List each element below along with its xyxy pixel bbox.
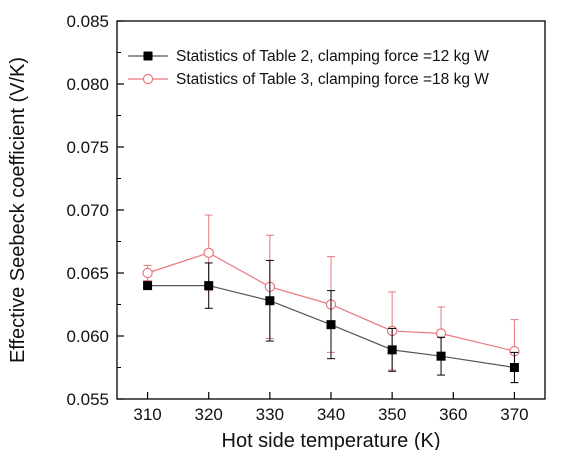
- series-1-point-3: [326, 320, 336, 330]
- x-tick-label-4: 350: [378, 405, 406, 424]
- x-tick-label-5: 360: [439, 405, 467, 424]
- series-2-point-0: [142, 267, 153, 279]
- y-tick-label-0: 0.055: [66, 390, 109, 409]
- series-2-point-5: [435, 328, 447, 339]
- y-tick-label-4: 0.075: [66, 138, 109, 157]
- legend-marker-series-2: [142, 73, 154, 85]
- legend-label-series-2: Statistics of Table 3, clamping force =1…: [176, 71, 489, 88]
- y-tick-label-2: 0.065: [66, 264, 109, 283]
- y-tick-label-3: 0.070: [66, 201, 109, 220]
- x-axis-title: Hot side temperature (K): [222, 430, 441, 450]
- legend: Statistics of Table 2, clamping force =1…: [128, 48, 489, 88]
- series-1: [143, 259, 519, 384]
- series-1-point-1: [204, 281, 214, 291]
- axis-ticks: [117, 20, 516, 400]
- series-1-point-4: [387, 345, 397, 355]
- axis-tick-labels: 310 320 330 340 350 360 370 0.055 0.060 0.065 0.07…: [66, 12, 528, 424]
- x-tick-label-3: 340: [317, 405, 345, 424]
- x-tick-label-6: 370: [500, 405, 528, 424]
- x-tick-label-1: 320: [195, 405, 223, 424]
- y-tick-label-1: 0.060: [66, 327, 109, 346]
- y-tick-label-5: 0.080: [66, 75, 109, 94]
- series-1-point-6: [509, 363, 519, 372]
- y-tick-label-6: 0.085: [66, 12, 109, 31]
- series-1-point-5: [436, 351, 446, 361]
- x-tick-label-0: 310: [133, 405, 161, 424]
- series-1-point-2: [265, 296, 275, 306]
- series-2-point-1: [203, 247, 214, 259]
- legend-marker-series-1: [143, 51, 153, 61]
- x-tick-label-2: 330: [256, 405, 284, 424]
- series-1-point-0: [143, 281, 153, 291]
- series-layer: [142, 214, 520, 384]
- y-axis-title: Effective Seebeck coefficient (V/K): [7, 57, 29, 363]
- legend-label-series-1: Statistics of Table 2, clamping force =1…: [176, 48, 489, 65]
